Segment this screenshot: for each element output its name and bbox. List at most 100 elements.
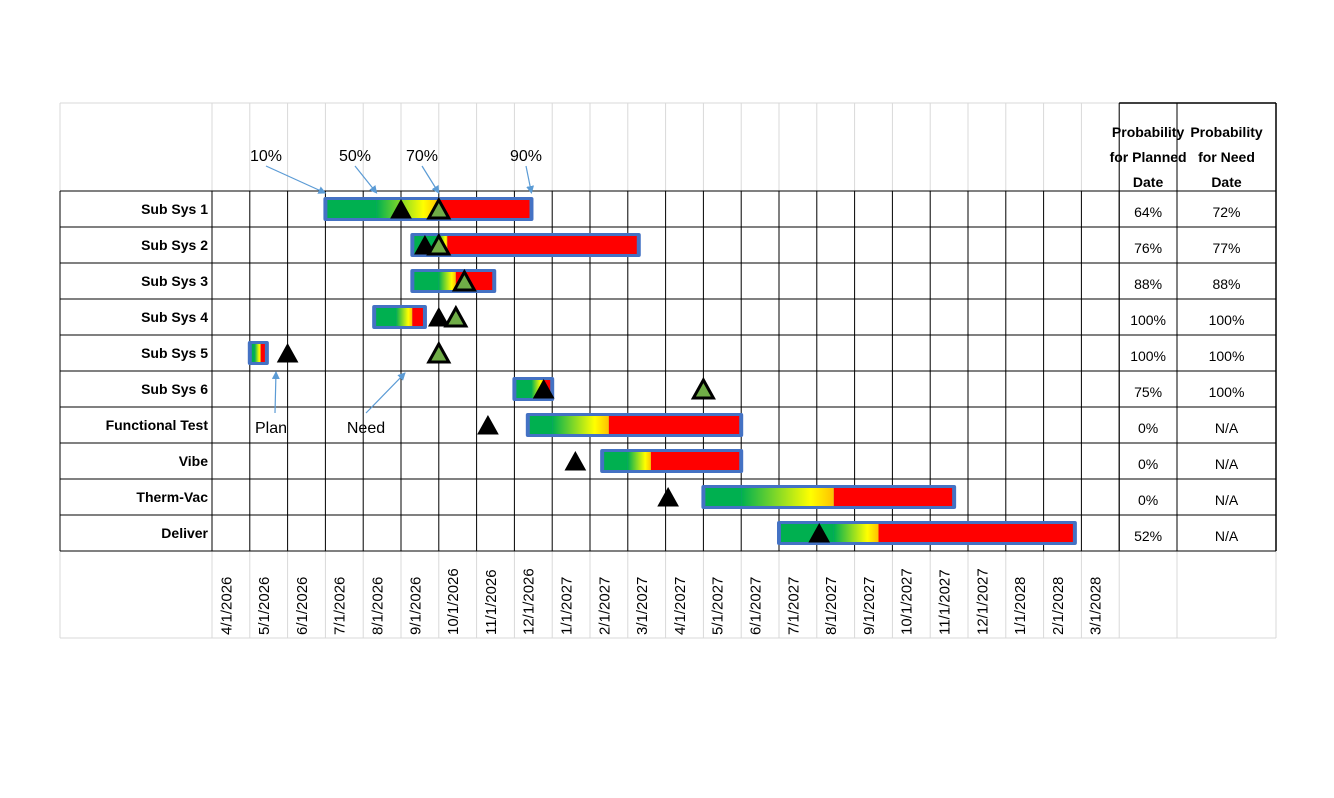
plan-marker — [532, 378, 555, 399]
row-label: Sub Sys 4 — [141, 309, 208, 325]
row-label: Deliver — [161, 525, 208, 541]
date-tick-label: 4/1/2026 — [218, 577, 235, 635]
date-tick-label: 9/1/2026 — [407, 577, 424, 635]
date-tick-label: 4/1/2027 — [672, 577, 689, 635]
prob-planned-value: 75% — [1134, 384, 1162, 400]
prob-planned-value: 52% — [1134, 528, 1162, 544]
bar-segment-green — [414, 272, 439, 290]
need-marker — [690, 376, 716, 400]
header-planned: Probability for Planned Date — [1110, 124, 1187, 190]
need-marker — [426, 340, 452, 364]
date-tick-label: 9/1/2027 — [861, 577, 878, 635]
date-tick-label: 2/1/2027 — [596, 577, 613, 635]
row-label: Sub Sys 6 — [141, 381, 208, 397]
header-need-line: for Need — [1198, 149, 1255, 165]
plan-marker — [477, 414, 499, 435]
markers — [276, 196, 831, 543]
bar-segment-red — [438, 200, 530, 218]
percentile-arrow — [265, 165, 327, 194]
date-tick-label: 11/1/2026 — [483, 569, 500, 635]
date-tick-label: 5/1/2026 — [256, 577, 273, 635]
annotation-arrow — [365, 372, 406, 414]
plan-marker — [427, 306, 450, 327]
header-planned-line: Probability — [1112, 124, 1185, 140]
prob-need-value: 100% — [1209, 384, 1245, 400]
prob-planned-value: 0% — [1138, 420, 1158, 436]
date-tick-label: 5/1/2027 — [710, 577, 727, 635]
bar-segment-red — [608, 416, 740, 434]
grid — [59, 102, 1277, 639]
date-tick-label: 12/1/2027 — [974, 568, 991, 635]
header-need: Probability for Need Date — [1190, 124, 1263, 190]
annotation-label: Plan — [255, 420, 287, 437]
date-tick-label: 7/1/2027 — [785, 577, 802, 635]
row-label: Sub Sys 1 — [141, 201, 208, 217]
date-tick-label: 12/1/2026 — [521, 568, 538, 635]
prob-planned-value: 100% — [1130, 312, 1166, 328]
date-tick-label: 3/1/2027 — [634, 577, 651, 635]
header-need-line: Probability — [1190, 124, 1263, 140]
need-marker — [451, 268, 477, 292]
header-planned-line: for Planned — [1110, 149, 1187, 165]
plan-marker — [276, 342, 299, 363]
bar-segment-green — [529, 416, 553, 434]
row-label: Sub Sys 3 — [141, 273, 208, 289]
prob-need-value: N/A — [1215, 492, 1239, 508]
date-tick-label: 8/1/2027 — [823, 577, 840, 635]
prob-need-value: 100% — [1209, 348, 1245, 364]
bar-segment-green — [251, 344, 255, 362]
plan-marker — [808, 522, 831, 543]
bar-segment-gradient — [833, 524, 879, 542]
date-tick-label: 2/1/2028 — [1050, 577, 1067, 635]
prob-planned-value: 0% — [1138, 492, 1158, 508]
row-label: Sub Sys 2 — [141, 237, 208, 253]
date-tick-label: 6/1/2026 — [294, 577, 311, 635]
bar-segment-gradient — [741, 488, 834, 506]
bar-segment-gradient — [438, 272, 456, 290]
bar-segment-gradient — [254, 344, 261, 362]
bar-segment-green — [376, 308, 397, 326]
prob-need-value: N/A — [1215, 420, 1239, 436]
bar-segment-green — [516, 380, 532, 398]
bar-segment-gradient — [627, 452, 651, 470]
plan-marker — [390, 198, 412, 219]
bar-segment-red — [878, 524, 1073, 542]
prob-planned-value: 0% — [1138, 456, 1158, 472]
prob-need-value: 100% — [1209, 312, 1245, 328]
date-tick-label: 8/1/2026 — [370, 577, 387, 635]
bar-segment-red — [412, 308, 423, 326]
date-tick-label: 11/1/2027 — [937, 569, 954, 635]
percentile-label: 10% — [250, 148, 282, 165]
percentile-label: 50% — [339, 148, 371, 165]
annotation-label: Need — [347, 420, 385, 437]
bar-segment-red — [260, 344, 265, 362]
header-need-line: Date — [1211, 174, 1242, 190]
row-label: Sub Sys 5 — [141, 345, 208, 361]
bar-segment-green — [327, 200, 377, 218]
date-tick-label: 3/1/2028 — [1088, 577, 1105, 635]
date-tick-label: 10/1/2026 — [445, 568, 462, 635]
annotation-arrow — [271, 371, 280, 414]
date-tick-label: 6/1/2027 — [748, 577, 765, 635]
need-marker — [443, 304, 469, 328]
percentile-label: 90% — [510, 148, 542, 165]
prob-need-value: N/A — [1215, 456, 1239, 472]
prob-planned-value: 88% — [1134, 276, 1162, 292]
bar-segment-gradient — [396, 308, 413, 326]
bars — [247, 197, 1077, 545]
plan-marker — [657, 486, 679, 507]
header-planned-line: Date — [1133, 174, 1164, 190]
percentile-arrow — [421, 165, 440, 194]
row-label: Functional Test — [106, 417, 209, 433]
date-tick-label: 1/1/2028 — [1012, 577, 1029, 635]
prob-planned-value: 100% — [1130, 348, 1166, 364]
bar-segment-green — [604, 452, 628, 470]
percentile-arrow — [525, 165, 535, 194]
percentile-arrow — [354, 165, 378, 194]
prob-need-value: 88% — [1212, 276, 1240, 292]
row-label: Vibe — [179, 453, 209, 469]
prob-need-value: 77% — [1212, 240, 1240, 256]
prob-need-value: 72% — [1212, 204, 1240, 220]
